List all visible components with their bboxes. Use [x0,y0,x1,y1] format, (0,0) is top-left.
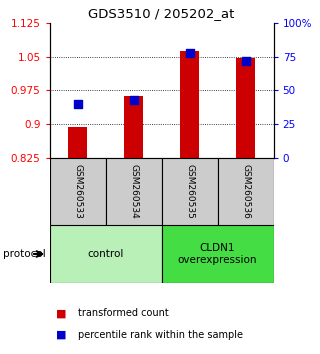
Bar [218,158,274,225]
Text: GSM260534: GSM260534 [129,164,138,218]
Point [131,97,136,103]
Text: GSM260533: GSM260533 [73,164,82,219]
Bar [180,51,199,158]
Text: CLDN1
overexpression: CLDN1 overexpression [178,243,257,265]
Bar [236,58,255,158]
Text: transformed count: transformed count [78,308,169,318]
Bar [50,158,106,225]
Text: ■: ■ [56,308,67,318]
Point [75,101,80,107]
Bar [68,127,87,158]
Text: GSM260535: GSM260535 [185,164,194,219]
Bar [50,225,162,283]
Bar [162,158,218,225]
Text: GSM260536: GSM260536 [241,164,250,219]
Text: ■: ■ [56,330,67,339]
Bar [162,225,274,283]
Text: percentile rank within the sample: percentile rank within the sample [78,330,244,339]
Text: control: control [87,249,124,259]
Text: protocol: protocol [3,249,46,259]
Bar [106,158,162,225]
Point [243,58,248,63]
Title: GDS3510 / 205202_at: GDS3510 / 205202_at [88,7,235,21]
Bar [124,96,143,158]
Point [187,50,192,56]
